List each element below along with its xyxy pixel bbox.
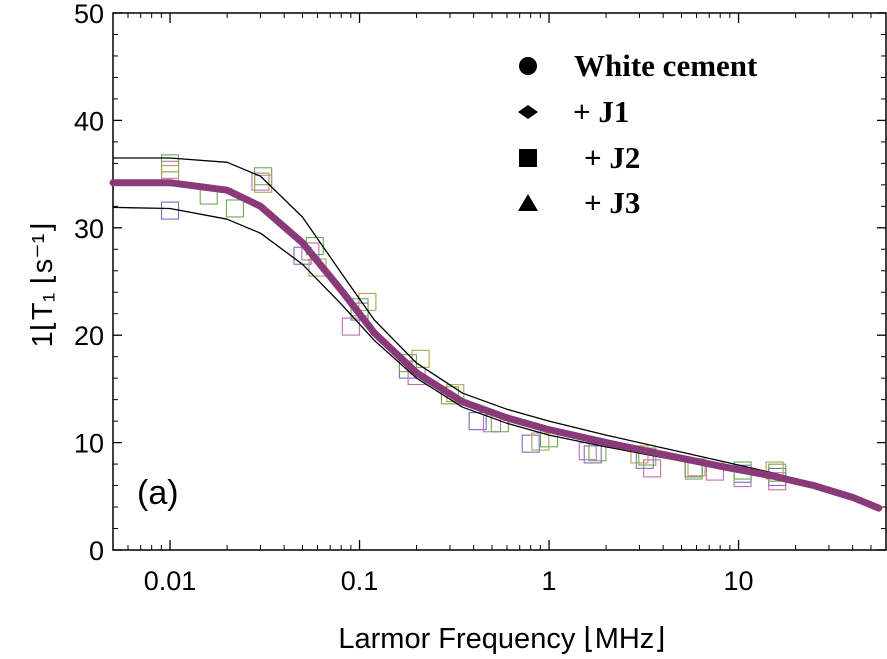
- legend-square-icon: [519, 149, 537, 167]
- data-point-series-4: [411, 349, 430, 368]
- plot-border: [112, 12, 887, 551]
- legend-diamond-icon: [518, 105, 538, 119]
- x-tick-label: 10: [724, 566, 754, 596]
- y-axis-title: 1⌊T₁ ⌊s⁻¹⌋: [27, 222, 59, 347]
- y-tick-label: 20: [74, 321, 104, 351]
- upper-bound-curve: [113, 157, 880, 509]
- legend-label: + J3: [584, 185, 640, 220]
- data-point-series-2: [160, 160, 180, 179]
- y-ticks: 0 10 20 30 40 50: [74, 0, 886, 566]
- data-point-series-2: [251, 172, 270, 191]
- panel-label: (a): [137, 474, 179, 512]
- fit-curves: [109, 157, 883, 512]
- y-tick-label: 40: [74, 106, 104, 136]
- data-point-series-2: [578, 442, 597, 461]
- legend-triangle-icon: [518, 194, 538, 211]
- data-point-series-4: [254, 174, 273, 193]
- legend-circle-icon: [519, 57, 537, 75]
- data-point-series-2: [643, 459, 662, 478]
- data-point-series-1: [160, 201, 180, 220]
- plot-frame: [112, 12, 887, 551]
- fit-curve: [109, 179, 883, 512]
- data-point-series-3: [160, 154, 180, 173]
- x-tick-label: 1: [542, 566, 557, 596]
- data-point-series-1: [583, 445, 602, 464]
- x-axis-title: Larmor Frequency ⌊MHz⌋: [338, 623, 665, 655]
- data-point-series-2: [341, 317, 360, 336]
- lower-bound-curve: [112, 206, 880, 509]
- data-point-series-2: [301, 242, 320, 261]
- legend-label: White cement: [574, 48, 758, 83]
- y-tick-label: 0: [89, 536, 104, 566]
- y-tick-label: 50: [74, 0, 104, 29]
- x-tick-label: 0.1: [341, 566, 379, 596]
- data-point-series-3: [225, 199, 244, 218]
- x-ticks: 0.01 0.1 1 10: [112, 13, 887, 596]
- legend-label: + J1: [573, 94, 629, 129]
- y-tick-label: 10: [74, 429, 104, 459]
- y-tick-label: 30: [74, 214, 104, 244]
- x-tick-label: 0.01: [144, 566, 197, 596]
- data-point-series-1: [521, 434, 540, 453]
- legend: White cement + J1 + J2 + J3: [518, 48, 758, 220]
- legend-label: + J2: [584, 140, 640, 175]
